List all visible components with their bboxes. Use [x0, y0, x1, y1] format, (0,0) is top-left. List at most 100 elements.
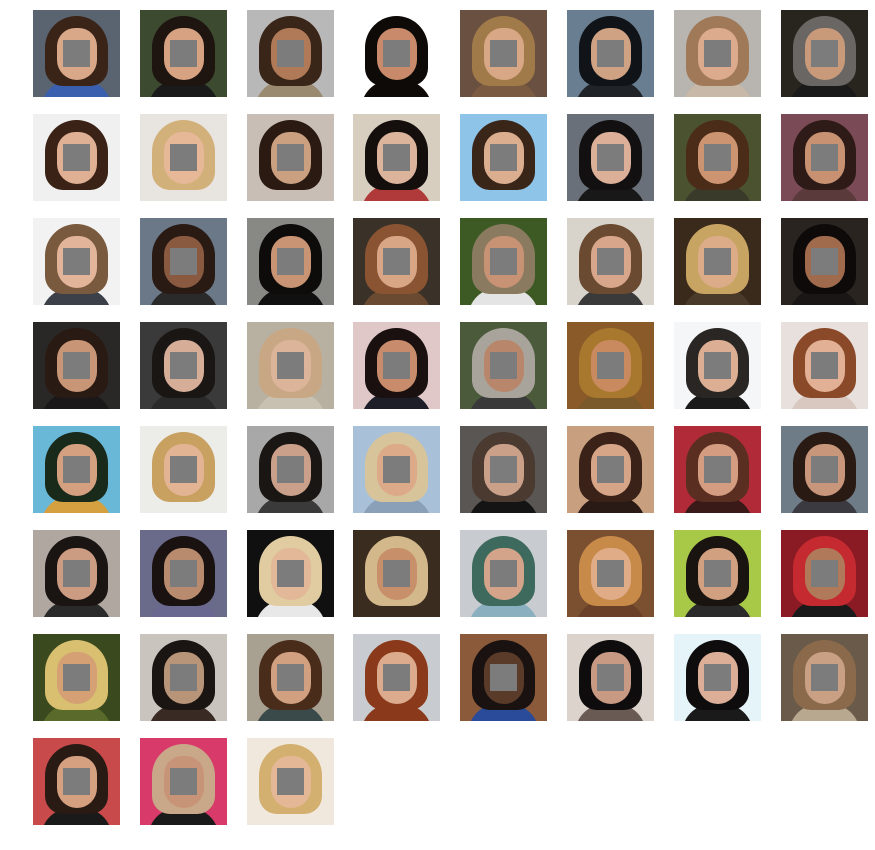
face-thumbnail	[140, 530, 227, 617]
face-thumbnail	[140, 218, 227, 305]
occlusion-mask	[383, 352, 410, 379]
face-thumbnail	[674, 218, 761, 305]
face-thumbnail	[33, 218, 120, 305]
face-thumbnail	[247, 530, 334, 617]
occlusion-mask	[383, 40, 410, 67]
occlusion-mask	[170, 144, 197, 171]
face-thumbnail	[353, 218, 440, 305]
face-thumbnail	[460, 634, 547, 721]
occlusion-mask	[277, 40, 304, 67]
face-thumbnail	[567, 530, 654, 617]
occlusion-mask	[704, 40, 731, 67]
face-thumbnail	[353, 322, 440, 409]
face-thumbnail	[33, 530, 120, 617]
occlusion-mask	[597, 456, 624, 483]
occlusion-mask	[277, 248, 304, 275]
occlusion-mask	[811, 144, 838, 171]
face-thumbnail	[460, 426, 547, 513]
occlusion-mask	[597, 144, 624, 171]
face-thumbnail	[247, 634, 334, 721]
occlusion-mask	[811, 352, 838, 379]
face-thumbnail	[781, 426, 868, 513]
face-thumbnail	[674, 426, 761, 513]
occlusion-mask	[490, 560, 517, 587]
occlusion-mask	[277, 456, 304, 483]
occlusion-mask	[490, 248, 517, 275]
face-thumbnail	[140, 114, 227, 201]
occlusion-mask	[704, 144, 731, 171]
face-thumbnail	[460, 114, 547, 201]
occlusion-mask	[490, 456, 517, 483]
occlusion-mask	[277, 560, 304, 587]
occlusion-mask	[170, 560, 197, 587]
occlusion-mask	[811, 664, 838, 691]
occlusion-mask	[704, 664, 731, 691]
occlusion-mask	[170, 40, 197, 67]
face-thumbnail	[460, 322, 547, 409]
face-thumbnail	[460, 530, 547, 617]
occlusion-mask	[811, 560, 838, 587]
face-thumbnail	[33, 426, 120, 513]
face-thumbnail	[247, 218, 334, 305]
face-thumbnail	[567, 634, 654, 721]
occlusion-mask	[63, 352, 90, 379]
face-thumbnail	[353, 530, 440, 617]
face-thumbnail	[140, 322, 227, 409]
occlusion-mask	[597, 352, 624, 379]
face-thumbnail	[567, 322, 654, 409]
occlusion-mask	[490, 352, 517, 379]
occlusion-mask	[63, 768, 90, 795]
occlusion-mask	[63, 560, 90, 587]
occlusion-mask	[277, 352, 304, 379]
face-thumbnail	[567, 218, 654, 305]
face-thumbnail	[781, 634, 868, 721]
occlusion-mask	[597, 248, 624, 275]
occlusion-mask	[597, 560, 624, 587]
face-thumbnail	[567, 10, 654, 97]
occlusion-mask	[383, 144, 410, 171]
occlusion-mask	[811, 456, 838, 483]
face-thumbnail	[353, 634, 440, 721]
face-thumbnail	[781, 10, 868, 97]
face-thumbnail	[33, 738, 120, 825]
occlusion-mask	[704, 352, 731, 379]
occlusion-mask	[704, 456, 731, 483]
occlusion-mask	[704, 560, 731, 587]
occlusion-mask	[704, 248, 731, 275]
face-thumbnail	[460, 218, 547, 305]
occlusion-mask	[170, 664, 197, 691]
face-thumbnail	[247, 114, 334, 201]
occlusion-mask	[277, 768, 304, 795]
face-thumbnail	[674, 114, 761, 201]
face-thumbnail	[33, 634, 120, 721]
face-thumbnail	[674, 530, 761, 617]
occlusion-mask	[170, 456, 197, 483]
face-thumbnail	[781, 218, 868, 305]
occlusion-mask	[383, 248, 410, 275]
occlusion-mask	[383, 664, 410, 691]
face-thumbnail	[247, 426, 334, 513]
face-thumbnail	[781, 322, 868, 409]
face-thumbnail	[353, 114, 440, 201]
occlusion-mask	[597, 40, 624, 67]
face-thumbnail	[567, 114, 654, 201]
occlusion-mask	[490, 40, 517, 67]
face-thumbnail	[460, 10, 547, 97]
face-thumbnail	[140, 738, 227, 825]
face-thumbnail	[247, 322, 334, 409]
face-thumbnail	[353, 426, 440, 513]
occlusion-mask	[63, 144, 90, 171]
face-thumbnail	[247, 738, 334, 825]
face-thumbnail	[33, 322, 120, 409]
face-thumbnail	[247, 10, 334, 97]
face-thumbnail	[140, 426, 227, 513]
occlusion-mask	[811, 248, 838, 275]
face-thumbnail	[567, 426, 654, 513]
occlusion-mask	[170, 248, 197, 275]
occlusion-mask	[277, 664, 304, 691]
face-thumbnail	[674, 10, 761, 97]
occlusion-mask	[277, 144, 304, 171]
occlusion-mask	[170, 768, 197, 795]
occlusion-mask	[597, 664, 624, 691]
